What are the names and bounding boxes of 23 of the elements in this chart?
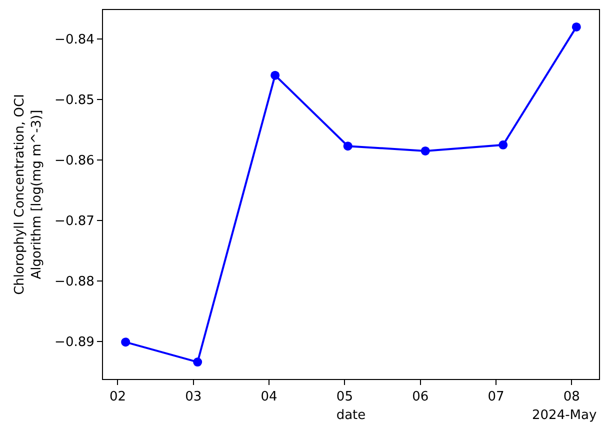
point [498, 140, 508, 150]
point [343, 142, 352, 151]
y-tick-label: −0.87 [54, 214, 94, 230]
point [420, 146, 430, 156]
x-tick-label: 08 [563, 390, 580, 405]
y-tick-label: −0.89 [54, 335, 94, 350]
x-tick-label: 02 [109, 390, 126, 405]
y-tick-label: −0.86 [54, 154, 94, 169]
y-tick-label: −0.85 [54, 93, 94, 108]
text: 2024-May [532, 408, 597, 423]
point [270, 70, 280, 80]
y-axis-title: Chlorophyll Concentration, OCI Algorithm [log(mg m^-3)] [12, 94, 45, 295]
x-tick-label: 07 [488, 390, 504, 405]
x-tick-label: 03 [185, 390, 202, 405]
point [193, 358, 202, 367]
point [121, 338, 130, 347]
point [572, 22, 581, 32]
x-tick-label: 04 [260, 390, 278, 405]
x-axis-title: date [336, 408, 366, 424]
x-tick-label: 06 [412, 390, 429, 405]
y-tick-label: −0.84 [54, 32, 94, 48]
y-tick-label: −0.88 [54, 274, 94, 290]
x-tick-label: 05 [336, 390, 353, 405]
